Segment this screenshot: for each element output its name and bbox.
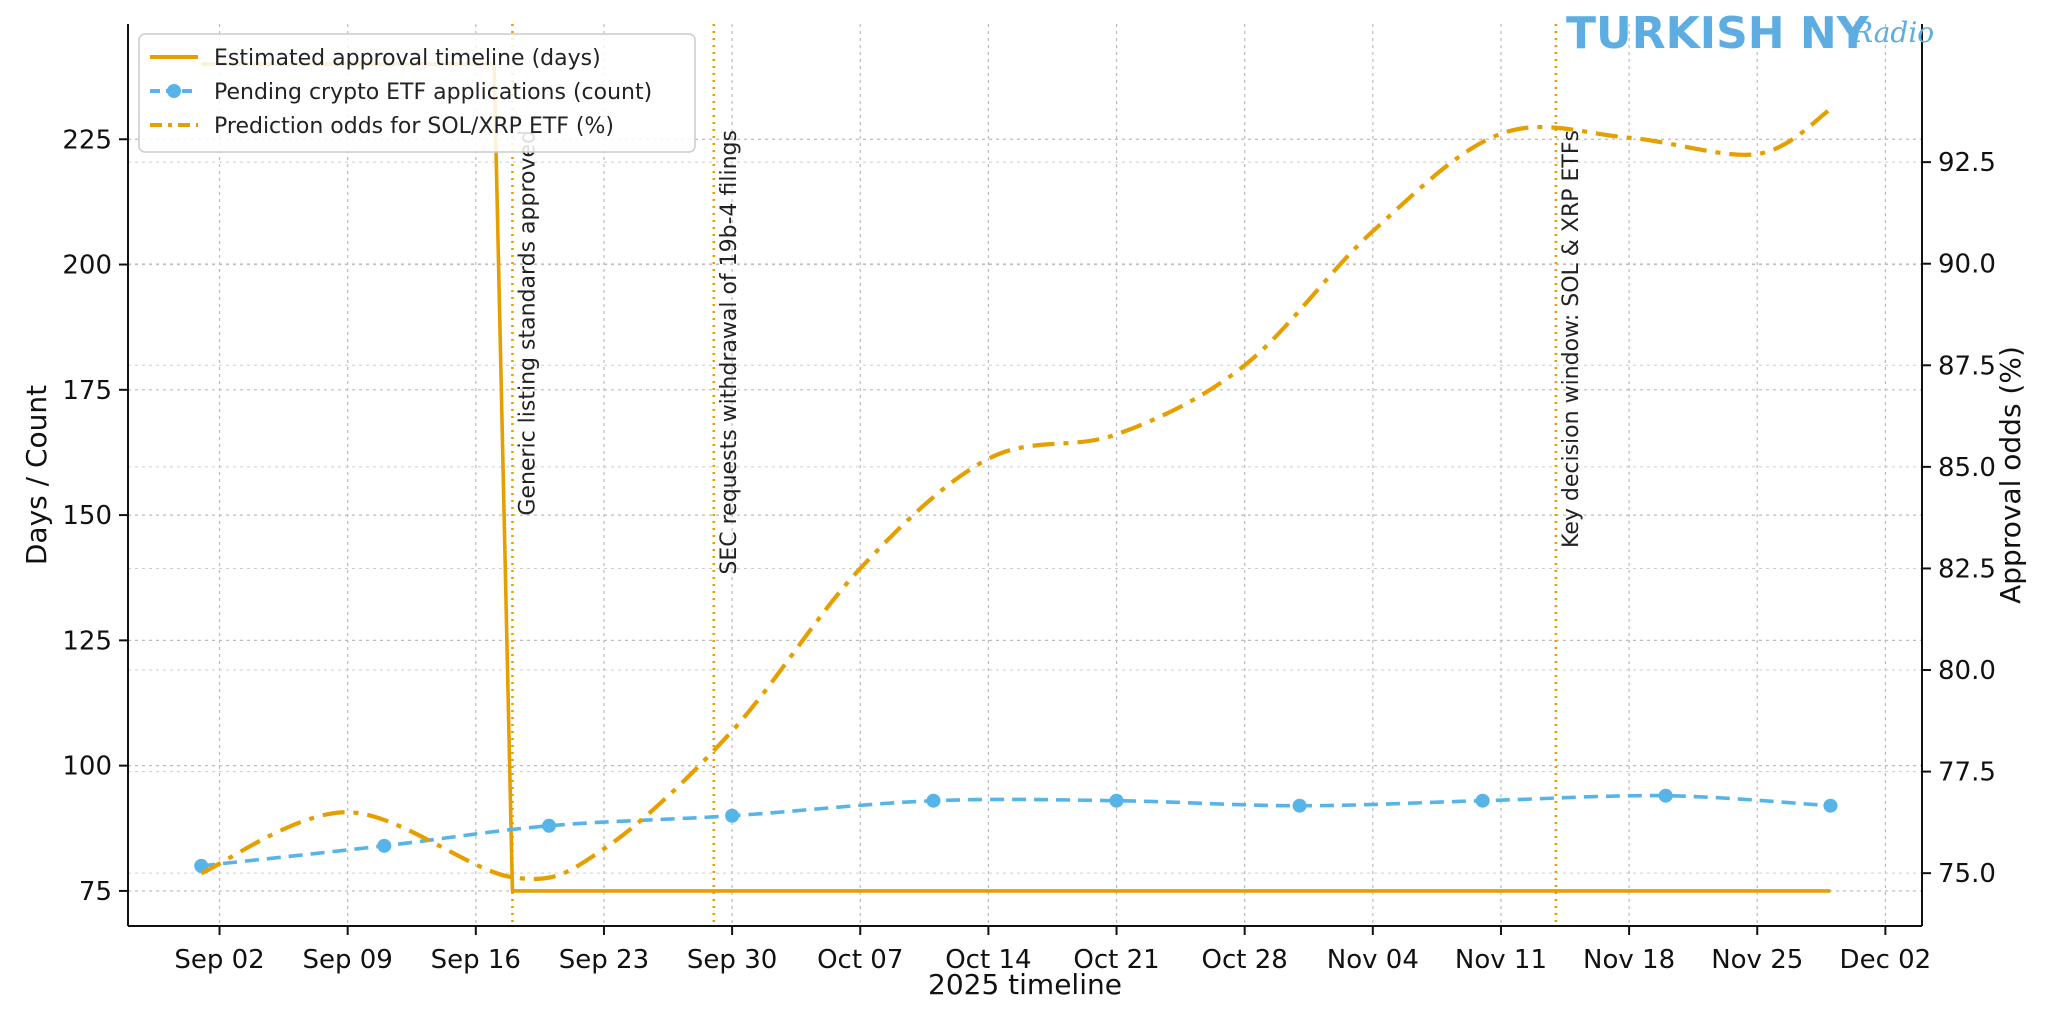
- x-tick-label: Oct 21: [1073, 945, 1159, 975]
- legend-box: [138, 33, 696, 153]
- y2-tick-label: 87.5: [1938, 351, 1996, 381]
- y-tick-label: 125: [62, 626, 112, 656]
- series-point-1: [1292, 798, 1307, 813]
- series-line-0: [201, 62, 1831, 893]
- series-point-1: [926, 793, 941, 808]
- y2-tick-label: 82.5: [1938, 554, 1996, 584]
- y-tick-label: 150: [62, 501, 112, 531]
- legend-label-2: Prediction odds for SOL/XRP ETF (%): [214, 114, 614, 139]
- axes: [127, 24, 1923, 927]
- series-point-1: [1823, 798, 1838, 813]
- annotation-label: Generic listing standards approved: [515, 130, 540, 516]
- x-tick-label: Sep 09: [302, 945, 392, 975]
- series-point-1: [725, 808, 740, 823]
- brand-script-text: Radio: [1851, 16, 1934, 49]
- x-tick-label: Sep 16: [431, 945, 521, 975]
- x-tick-label: Nov 18: [1583, 945, 1675, 975]
- legend-label-1: Pending crypto ETF applications (count): [214, 80, 652, 105]
- x-tick-label: Nov 11: [1455, 945, 1547, 975]
- y-tick-label: 175: [62, 376, 112, 406]
- x-tick-label: Oct 28: [1202, 945, 1288, 975]
- annotation-lines: [511, 24, 1558, 926]
- y-tick-label: 225: [62, 125, 112, 155]
- y2-tick-label: 77.5: [1938, 758, 1996, 788]
- x-tick-label: Oct 07: [817, 945, 903, 975]
- y2-axis-title: Approval odds (%): [1994, 346, 2027, 604]
- x-tick-label: Sep 30: [687, 945, 777, 975]
- y2-tick-label: 90.0: [1938, 250, 1996, 280]
- series-point-1: [1475, 793, 1490, 808]
- series-point-1: [542, 818, 557, 833]
- x-tick-label: Sep 02: [174, 945, 264, 975]
- y2-tick-label: 85.0: [1938, 453, 1996, 483]
- brand-main-text: TURKISH NY: [1566, 8, 1870, 59]
- series-layer: [194, 62, 1838, 893]
- ticks: Sep 02 Sep 09 Sep 16 Sep 23 Sep 30 Oct 07 Oct …: [62, 125, 1996, 975]
- x-tick-label: Oct 14: [945, 945, 1031, 975]
- y-tick-label: 75: [79, 877, 112, 907]
- y2-tick-label: 92.5: [1938, 148, 1996, 178]
- x-axis-title: 2025 timeline: [928, 968, 1122, 1001]
- x-tick-label: Sep 23: [559, 945, 649, 975]
- y2-tick-label: 80.0: [1938, 656, 1996, 686]
- legend-entries: Estimated approval timeline (days) Pendin…: [150, 46, 652, 139]
- series-point-1: [1658, 788, 1673, 803]
- series-line-2: [200, 107, 1832, 882]
- x-tick-label: Nov 04: [1327, 945, 1419, 975]
- annotation-label: SEC requests withdrawal of 19b-4 filings: [717, 130, 742, 575]
- annotation-labels: Generic listing standards approved SEC re…: [515, 130, 1583, 575]
- annotation-label: Key decision window: SOL & XRP ETFs: [1559, 130, 1584, 548]
- y-axis-title: Days / Count: [20, 385, 53, 565]
- y-tick-label: 100: [62, 752, 112, 782]
- legend-label-0: Estimated approval timeline (days): [214, 46, 601, 71]
- legend-marker-1: [167, 84, 181, 98]
- grid: [128, 24, 1922, 926]
- y2-tick-label: 75.0: [1938, 859, 1996, 889]
- x-tick-label: Nov 25: [1711, 945, 1803, 975]
- x-tick-label: Dec 02: [1840, 945, 1932, 975]
- series-point-1: [377, 838, 392, 853]
- series-point-1: [1109, 793, 1124, 808]
- brand-logo: TURKISH NY Radio: [1566, 8, 1934, 59]
- y-tick-label: 200: [62, 251, 112, 281]
- series-line-1: [201, 793, 1831, 868]
- legend: Estimated approval timeline (days) Pendin…: [138, 33, 696, 153]
